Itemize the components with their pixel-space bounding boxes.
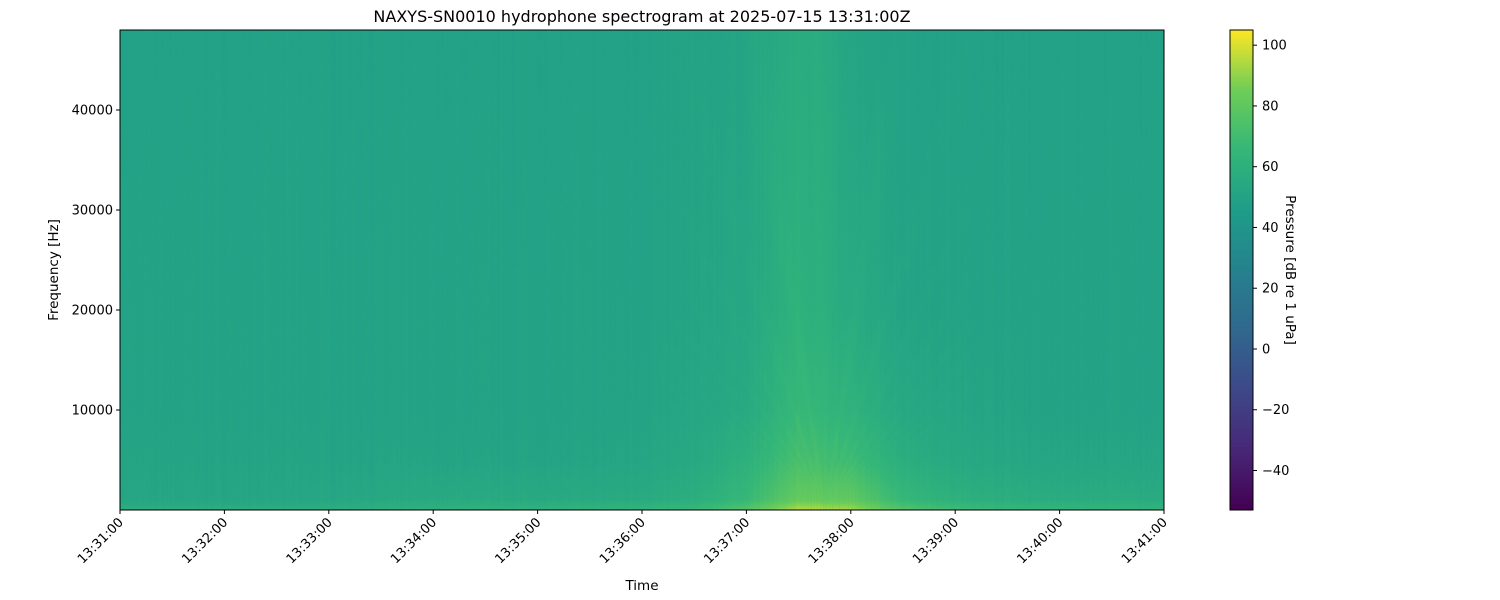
x-tick-label: 13:41:00 — [1119, 515, 1171, 567]
x-axis: 13:31:00 13:32:00 13:33:00 13:34:00 13:35:00… — [75, 510, 1171, 567]
chart-title: NAXYS-SN0010 hydrophone spectrogram at 2… — [373, 7, 910, 26]
colorbar-tick-label: 20 — [1262, 282, 1279, 297]
x-tick-label: 13:36:00 — [597, 515, 649, 567]
x-tick-label: 13:34:00 — [388, 515, 440, 567]
x-tick-label: 13:33:00 — [284, 515, 336, 567]
x-tick-label: 13:39:00 — [910, 515, 962, 567]
y-tick-label: 20000 — [72, 304, 113, 319]
colorbar-label: Pressure [dB re 1 uPa] — [1282, 195, 1298, 345]
colorbar-tick-label: 40 — [1262, 221, 1279, 236]
colorbar-tick-label: 100 — [1262, 39, 1287, 54]
x-tick-label: 13:40:00 — [1015, 515, 1067, 567]
colorbar-tick-label: 0 — [1262, 342, 1270, 357]
y-tick-label: 30000 — [72, 204, 113, 219]
colorbar-tick-label: 60 — [1262, 160, 1279, 175]
x-tick-label: 13:38:00 — [806, 515, 858, 567]
y-axis: 10000 20000 30000 40000 — [72, 104, 120, 419]
y-axis-label: Frequency [Hz] — [46, 219, 62, 321]
colorbar-axis: 100 80 60 40 20 0 −20 −40 — [1253, 39, 1289, 479]
colorbar-gradient — [1230, 30, 1253, 510]
y-tick-label: 10000 — [72, 404, 113, 419]
y-tick-label: 40000 — [72, 104, 113, 119]
colorbar-tick-label: 80 — [1262, 99, 1279, 114]
x-tick-label: 13:35:00 — [493, 515, 545, 567]
spectrogram-image — [120, 30, 1164, 510]
x-tick-label: 13:37:00 — [701, 515, 753, 567]
x-tick-label: 13:31:00 — [75, 515, 127, 567]
colorbar-tick-label: −20 — [1262, 403, 1289, 418]
x-axis-label: Time — [624, 578, 658, 594]
x-tick-label: 13:32:00 — [179, 515, 231, 567]
colorbar-tick-label: −40 — [1262, 464, 1289, 479]
